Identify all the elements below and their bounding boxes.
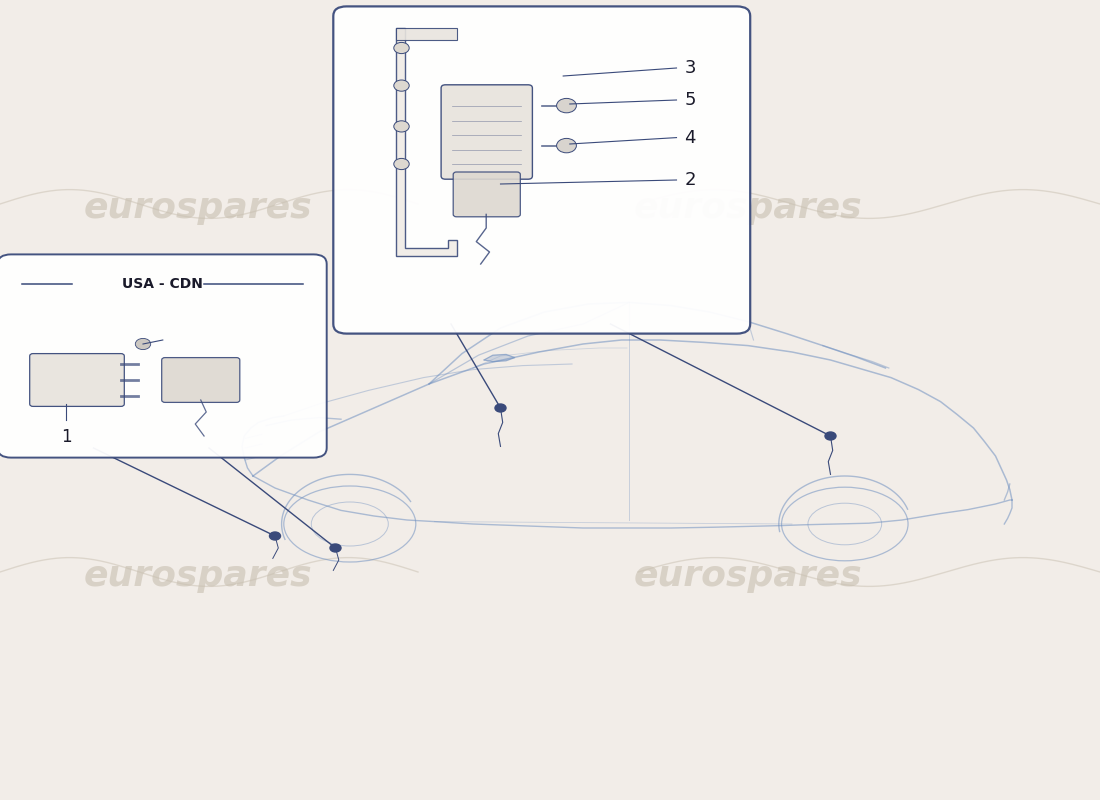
Text: eurospares: eurospares (634, 191, 862, 225)
Text: eurospares: eurospares (84, 559, 312, 593)
Text: eurospares: eurospares (634, 559, 862, 593)
Text: 4: 4 (684, 129, 695, 146)
Circle shape (394, 80, 409, 91)
Polygon shape (484, 354, 515, 362)
Circle shape (135, 338, 151, 350)
FancyBboxPatch shape (30, 354, 124, 406)
FancyBboxPatch shape (162, 358, 240, 402)
Text: eurospares: eurospares (84, 191, 312, 225)
Circle shape (330, 544, 341, 552)
Circle shape (495, 404, 506, 412)
Circle shape (270, 532, 280, 540)
FancyBboxPatch shape (441, 85, 532, 179)
Circle shape (557, 98, 576, 113)
Polygon shape (396, 28, 456, 40)
Text: 2: 2 (684, 171, 695, 189)
Circle shape (825, 432, 836, 440)
Text: 3: 3 (684, 59, 695, 77)
FancyBboxPatch shape (453, 172, 520, 217)
FancyBboxPatch shape (333, 6, 750, 334)
FancyBboxPatch shape (0, 254, 327, 458)
Circle shape (394, 121, 409, 132)
Text: USA - CDN: USA - CDN (122, 277, 202, 291)
Circle shape (394, 42, 409, 54)
Text: 5: 5 (684, 91, 695, 109)
Circle shape (557, 138, 576, 153)
Polygon shape (396, 28, 456, 256)
Text: 1: 1 (60, 428, 72, 446)
Circle shape (394, 158, 409, 170)
